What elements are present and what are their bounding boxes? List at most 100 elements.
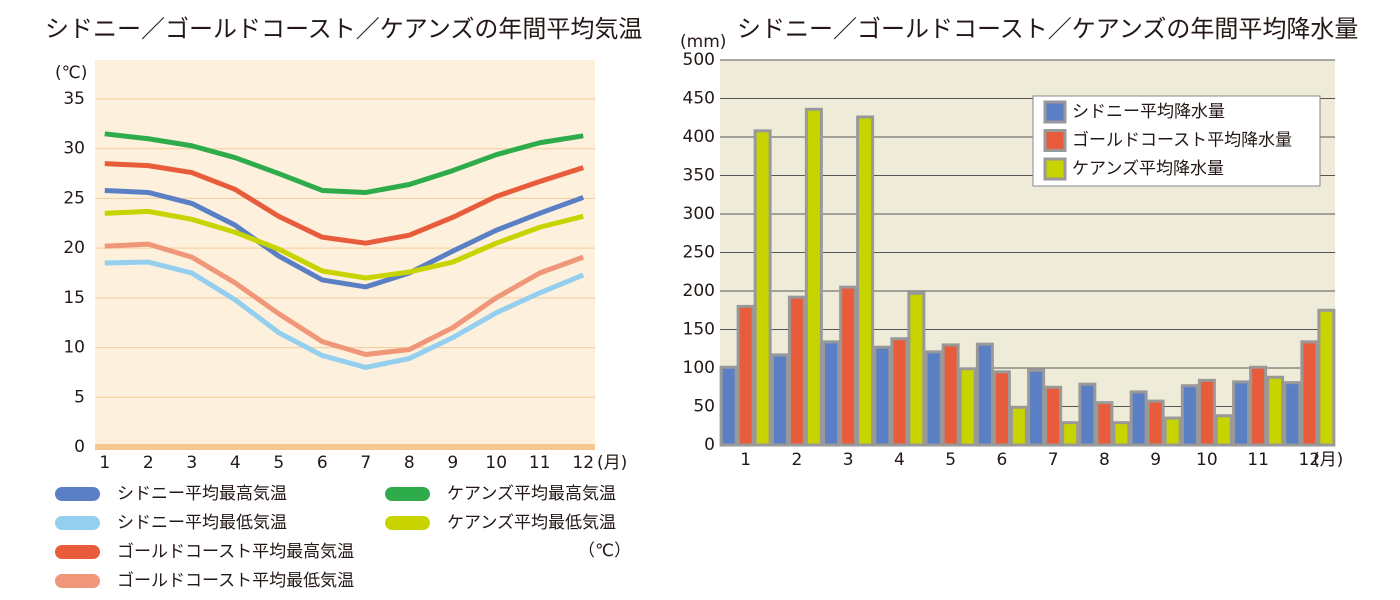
x-tick-label: 11 [1247, 450, 1269, 470]
line [104, 208, 584, 281]
legend-label: ケアンズ平均最高気温 [447, 484, 616, 504]
bar [992, 370, 1011, 447]
bar [719, 365, 738, 447]
bar [822, 340, 841, 447]
legend-label: ケアンズ平均最低気温 [447, 513, 616, 533]
legend-label: シドニー平均降水量 [1072, 102, 1225, 122]
bar [1078, 382, 1097, 447]
legend-box [1032, 95, 1321, 187]
bar [856, 115, 875, 447]
bar [1197, 378, 1216, 447]
bar [1180, 384, 1199, 447]
bar [1214, 414, 1233, 447]
x-tick-label: 5 [273, 453, 284, 473]
y-tick-label: 0 [74, 437, 85, 457]
x-tick-label: 4 [230, 453, 241, 473]
y-tick-label: 100 [683, 358, 715, 378]
y-tick-label: 15 [63, 288, 85, 308]
x-tick-label: 2 [791, 450, 802, 470]
y-tick-label: 5 [74, 387, 85, 407]
bar [770, 353, 789, 447]
bar [1266, 375, 1285, 447]
bar [1300, 340, 1319, 447]
bar [804, 107, 823, 447]
x-tick-label: 10 [1196, 450, 1218, 470]
bar [1232, 380, 1251, 447]
x-tick-label: 11 [529, 453, 551, 473]
bar [1163, 416, 1182, 447]
legend-label: ゴールドコースト平均最低気温 [117, 570, 354, 591]
line [104, 161, 585, 246]
y-tick-label: 450 [683, 89, 715, 109]
x-tick-label: 8 [404, 453, 415, 473]
x-axis-label: (月) [597, 453, 627, 473]
legend-swatch [1043, 157, 1067, 181]
y-axis-label: (℃) [55, 63, 87, 83]
line [104, 131, 584, 195]
bar [1317, 308, 1336, 447]
y-tick-label: 400 [683, 127, 715, 147]
bar [941, 343, 960, 447]
y-tick-label: 250 [683, 243, 715, 263]
bar [1009, 405, 1028, 447]
legend-label: ケアンズ平均降水量 [1072, 159, 1224, 179]
x-tick-label: 12 [1299, 450, 1321, 470]
line [104, 241, 585, 358]
x-tick-label: 6 [996, 450, 1007, 470]
x-tick-label: 3 [186, 453, 197, 473]
y-tick-label: 300 [683, 204, 715, 224]
x-tick-label: 5 [945, 450, 956, 470]
line [104, 187, 585, 290]
x-tick-label: 1 [740, 450, 751, 470]
bar [753, 129, 772, 447]
bar [1027, 368, 1046, 447]
bar [839, 285, 858, 447]
x-tick-label: 1 [99, 453, 110, 473]
plot-background [95, 60, 595, 450]
bar [958, 367, 977, 447]
x-tick-label: 3 [843, 450, 854, 470]
legend-swatch [1043, 129, 1067, 152]
bar [1129, 390, 1148, 447]
y-tick-label: 350 [683, 166, 715, 186]
bar [736, 304, 755, 447]
legend-label: ゴールドコースト平均最高気温 [117, 541, 354, 562]
x-tick-label: 6 [317, 453, 328, 473]
bar [1061, 421, 1080, 447]
legend-label: ゴールドコースト平均降水量 [1072, 130, 1292, 151]
y-tick-label: 35 [63, 89, 85, 109]
x-tick-label: 12 [572, 453, 594, 473]
x-tick-label: 10 [485, 453, 507, 473]
chart-title: シドニー／ゴールドコースト／ケアンズの年間平均気温 [45, 15, 642, 43]
y-tick-label: 500 [683, 50, 715, 70]
bar [907, 291, 926, 447]
y-tick-label: 150 [683, 320, 715, 340]
x-tick-label: 7 [1048, 450, 1059, 470]
y-tick-label: 20 [63, 238, 85, 258]
bar [873, 345, 892, 447]
y-tick-label: 25 [63, 188, 85, 208]
bar [975, 342, 994, 447]
y-tick-label: 0 [704, 435, 715, 455]
line [104, 259, 585, 370]
bar [1249, 365, 1268, 447]
bar [890, 337, 909, 447]
legend-label: シドニー平均最低気温 [117, 513, 287, 533]
x-tick-label: 4 [894, 450, 905, 470]
bar [1112, 421, 1131, 447]
legend-swatch [1043, 100, 1067, 124]
bar [924, 350, 943, 447]
y-tick-label: 30 [63, 139, 85, 159]
x-tick-label: 7 [360, 453, 371, 473]
x-tick-label: 2 [143, 453, 154, 473]
x-tick-label: 8 [1099, 450, 1110, 470]
bar [1146, 399, 1165, 447]
unit-note: （℃） [578, 541, 631, 561]
y-tick-label: 10 [63, 338, 85, 358]
y-tick-label: 50 [693, 397, 715, 417]
y-axis-label: (mm) [680, 32, 726, 52]
y-tick-label: 200 [683, 281, 715, 301]
x-tick-label: 9 [447, 453, 458, 473]
